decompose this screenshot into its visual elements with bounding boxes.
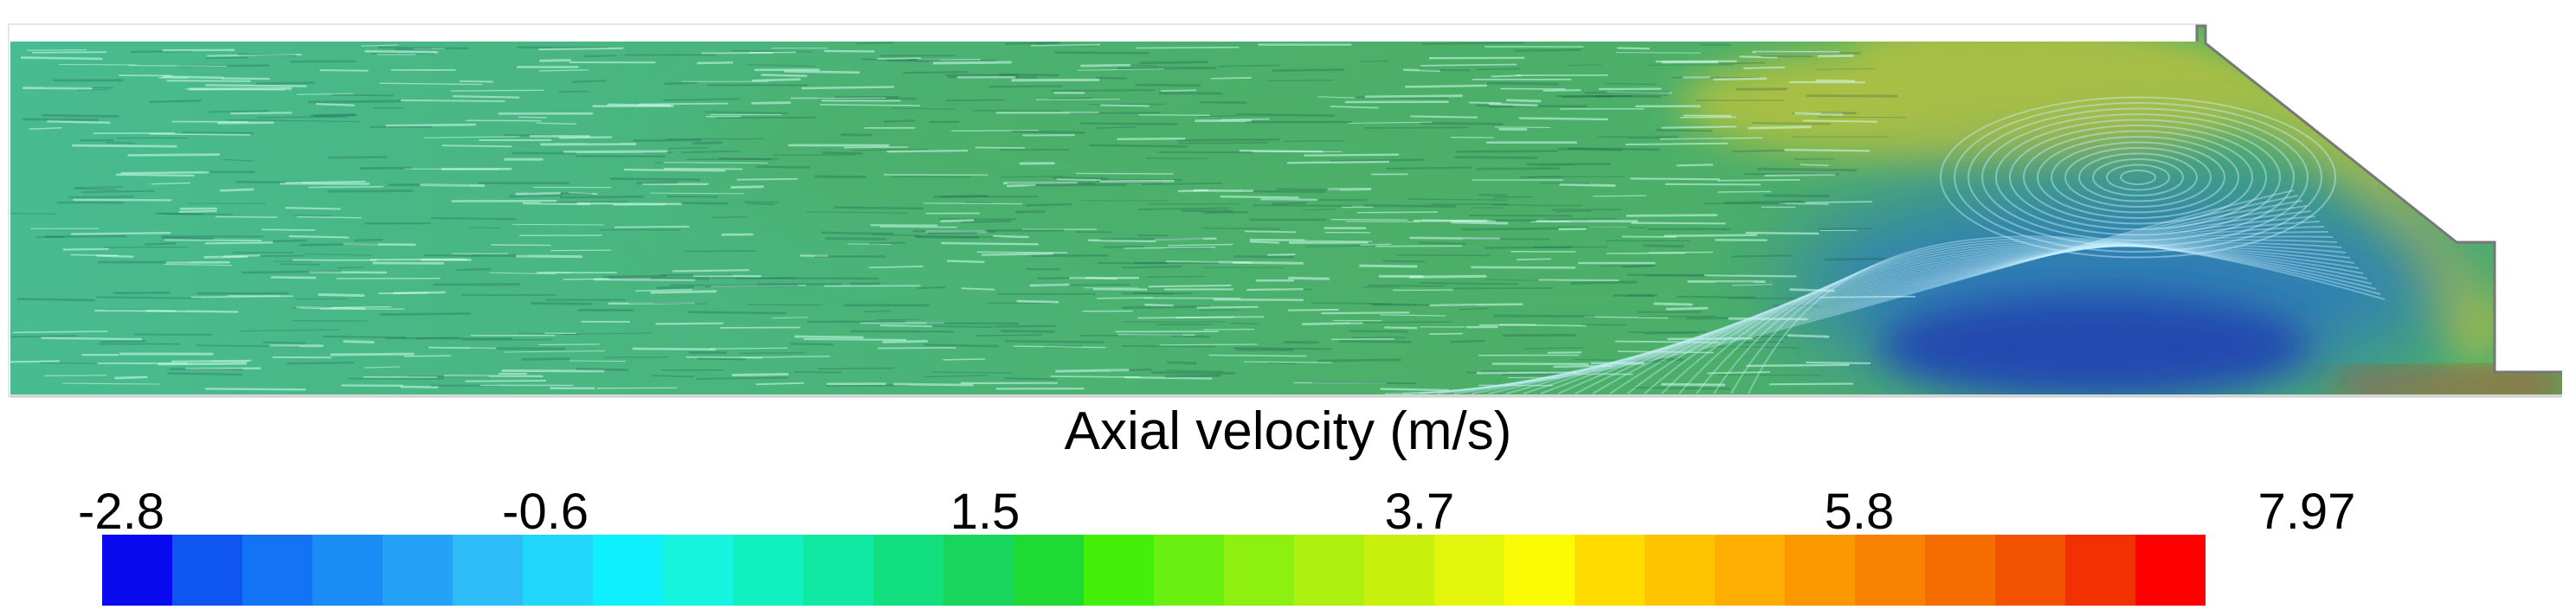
colorbar-segment	[1995, 535, 2065, 606]
colorbar-segment	[2135, 535, 2206, 606]
colorbar-segment	[1925, 535, 1995, 606]
colorbar-segment	[1294, 535, 1364, 606]
colorbar-tick-label: 5.8	[1824, 484, 1895, 540]
colorbar-segment	[803, 535, 873, 606]
nozzle-jet-region	[2337, 374, 2562, 395]
colorbar-segment	[1715, 535, 1785, 606]
colorbar-segment	[1084, 535, 1154, 606]
nozzle-wall-outline	[2195, 24, 2562, 374]
colorbar-segment	[1434, 535, 1504, 606]
colorbar-segment	[1224, 535, 1294, 606]
colorbar-segment	[383, 535, 453, 606]
colorbar-tick-label: 3.7	[1384, 484, 1455, 540]
colorbar-segment	[1364, 535, 1434, 606]
colorbar-segment	[2065, 535, 2135, 606]
colorbar-segment	[1575, 535, 1645, 606]
colorbar-segment	[172, 535, 242, 606]
streamline-texture	[10, 42, 1916, 392]
colorbar-segment	[1855, 535, 1925, 606]
colorbar-segment	[1504, 535, 1575, 606]
colorbar-segment	[102, 535, 172, 606]
colorbar-segment	[873, 535, 943, 606]
colorbar-segment	[943, 535, 1014, 606]
colorbar	[102, 535, 2206, 606]
colorbar-segment	[1645, 535, 1715, 606]
colorbar-tick-label: 1.5	[950, 484, 1021, 540]
flow-field-plot	[8, 23, 2562, 398]
colorbar-tick-label: 7.97	[2257, 484, 2356, 540]
colorbar-segment	[312, 535, 383, 606]
colorbar-segment	[593, 535, 663, 606]
colorbar-segment	[453, 535, 523, 606]
velocity-contour	[10, 26, 2562, 395]
core-flow-region	[692, 65, 1904, 229]
colorbar-tick-label: -2.8	[78, 484, 164, 540]
colorbar-title: Axial velocity (m/s)	[1064, 401, 1512, 461]
colorbar-tick-label: -0.6	[502, 484, 589, 540]
colorbar-segment	[1785, 535, 1855, 606]
vortex-streamlines	[1384, 96, 2386, 395]
colorbar-segment	[733, 535, 803, 606]
colorbar-segment	[663, 535, 733, 606]
colorbar-segment	[1014, 535, 1084, 606]
deep-recirculation-zone	[1878, 294, 2311, 395]
colorbar-segment	[1154, 535, 1224, 606]
colorbar-segment	[523, 535, 593, 606]
colorbar-segment	[242, 535, 312, 606]
